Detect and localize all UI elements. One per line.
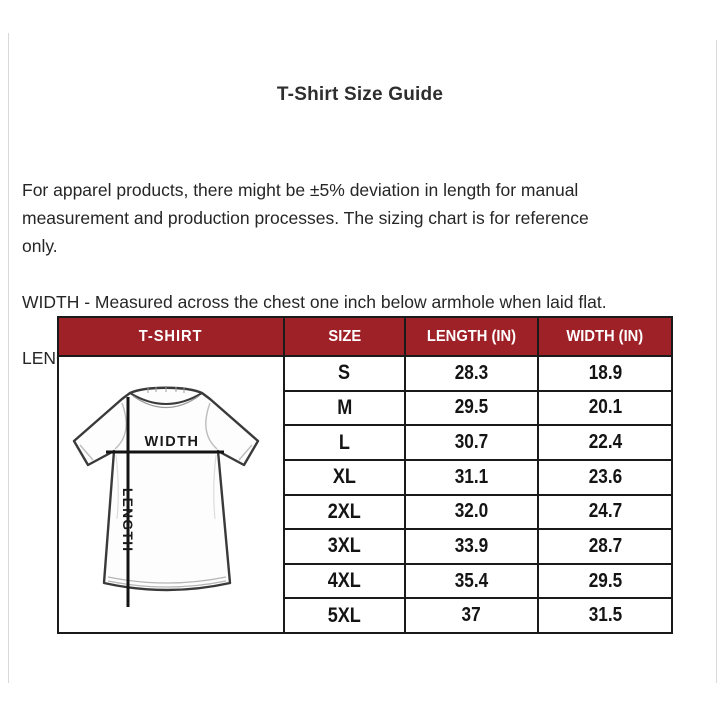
width-cell: 18.9 [537,355,673,392]
table-row: M 29.5 20.1 [58,389,673,427]
page-title: T-Shirt Size Guide [276,84,444,105]
collar-line [129,392,203,405]
length-label: LENGTH [120,488,135,553]
column-header-length: LENGTH (IN) [404,316,539,357]
tshirt-outline [72,386,260,592]
table-row: 4XL 35.4 29.5 [58,562,673,600]
length-cell: 35.4 [404,562,539,600]
length-cell: 31.1 [404,458,539,496]
size-cell: M [283,389,406,427]
page-right-edge [716,40,717,683]
table-row: 5XL 37 31.5 [58,597,673,634]
side-shading [115,454,217,520]
width-cell: 23.6 [537,458,673,496]
cuff-seam-left [79,444,94,461]
table-row: WIDTH LENGTH S 28.3 18.9 [57,355,673,634]
table-row: 2XL 32.0 24.7 [58,493,673,531]
width-cell: 29.5 [537,562,673,600]
product-label: T-SHIRT [139,327,203,345]
length-cell: 28.3 [404,355,539,392]
length-cell: 30.7 [404,424,539,461]
header-row: T-SHIRT SIZE LENGTH (IN) WIDTH (IN) [57,316,673,357]
armhole-seam-right [205,402,218,450]
size-cell: 5XL [283,597,406,634]
column-header-size: SIZE [283,316,406,357]
size-cell: 3XL [283,528,406,565]
width-cell: 22.4 [537,424,673,461]
width-cell: 28.7 [537,528,673,565]
length-cell: 33.9 [404,528,539,565]
size-cell: L [283,424,406,461]
size-cell: 4XL [283,562,406,600]
length-cell: 37 [404,597,539,634]
product-header-cell: T-SHIRT [57,316,285,357]
page-left-edge [8,33,9,683]
width-cell: 24.7 [537,493,673,531]
width-cell: 20.1 [537,389,673,427]
size-cell: S [283,355,406,392]
table-row: XL 31.1 23.6 [58,458,673,496]
column-header-width: WIDTH (IN) [537,316,673,357]
collar-rib-ticks [147,387,185,393]
width-cell: 31.5 [537,597,673,634]
cuff-seam-right [238,444,253,461]
tshirt-illustration: WIDTH LENGTH [72,386,260,607]
size-chart-table: T-SHIRT SIZE LENGTH (IN) WIDTH (IN) [57,316,673,634]
armhole-seam-left [114,402,127,450]
length-cell: 32.0 [404,493,539,531]
table-row: 3XL 33.9 28.7 [58,528,673,565]
table-row: L 30.7 22.4 [58,424,673,461]
hem-stitch-line [107,576,227,588]
width-label: WIDTH [144,434,199,450]
width-note: WIDTH - Measured across the chest one in… [22,292,607,312]
deviation-note: For apparel products, there might be ±5%… [22,180,589,256]
collar-rib-line [132,395,200,409]
size-cell: 2XL [283,493,406,531]
length-cell: 29.5 [404,389,539,427]
tshirt-diagram-cell: WIDTH LENGTH [57,355,285,634]
size-cell: XL [283,458,406,496]
